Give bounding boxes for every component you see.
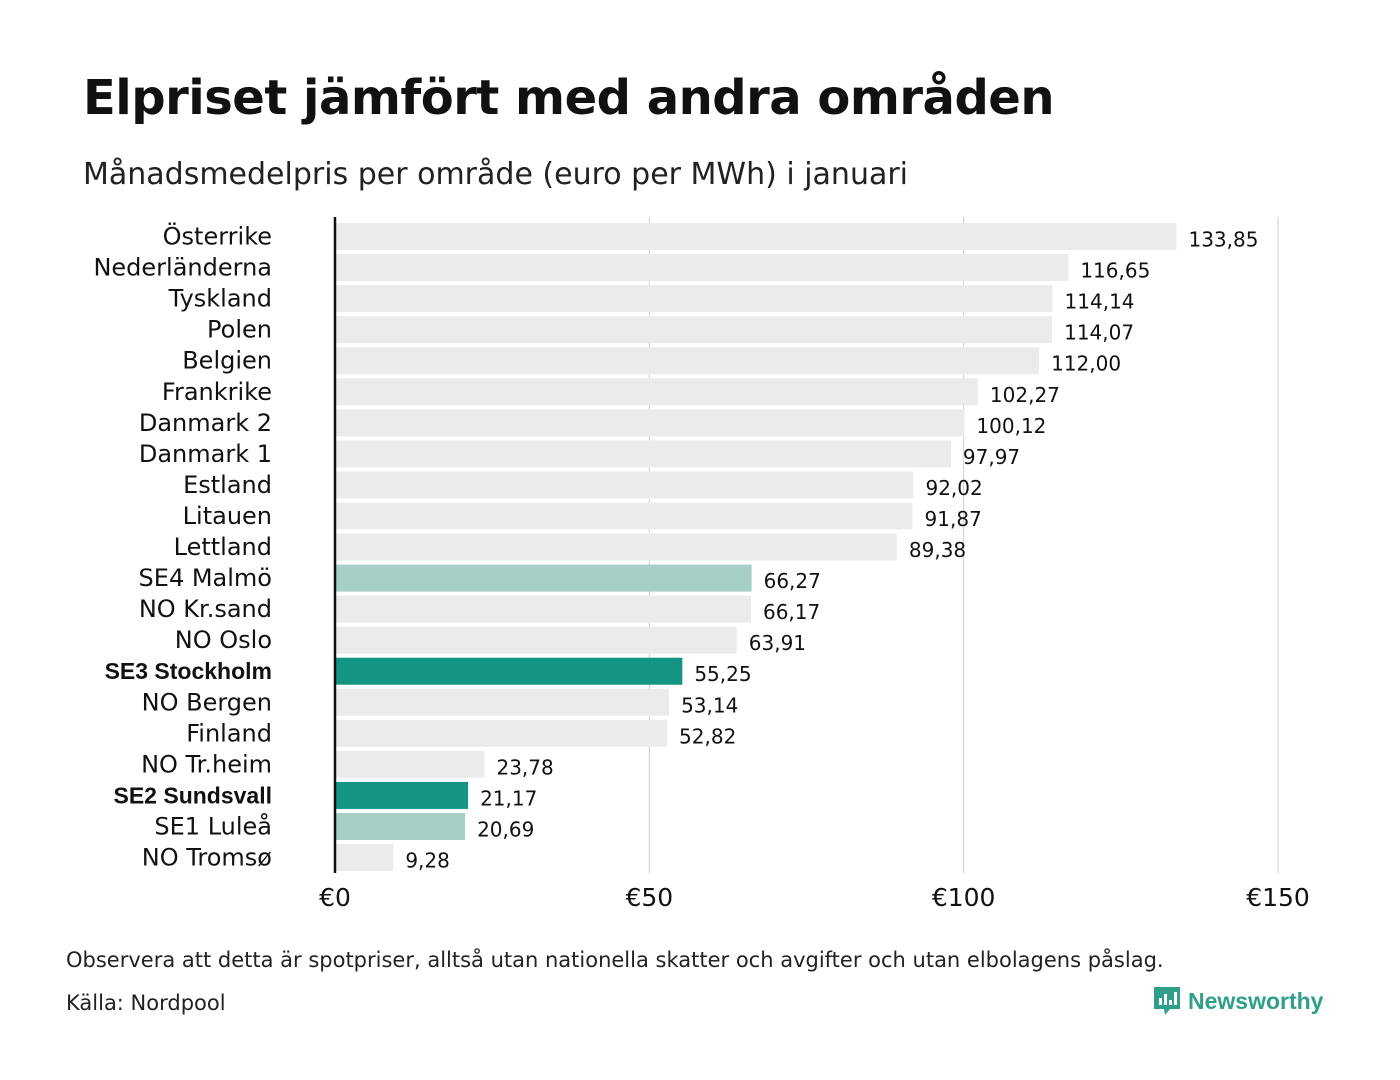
value-label: 92,02 (925, 476, 982, 500)
category-label: SE1 Luleå (154, 811, 272, 840)
x-tick-label: €50 (625, 883, 673, 912)
x-tick-label: €100 (932, 883, 996, 912)
value-label: 133,85 (1188, 228, 1258, 252)
value-labels: 133,85 116,65 114,14 114,07 112,00 102,27 100,… (405, 228, 1258, 873)
value-label: 89,38 (909, 538, 966, 562)
bar (335, 750, 485, 778)
bar (335, 502, 913, 530)
value-label: 63,91 (749, 631, 806, 655)
category-label: Lettland (174, 533, 272, 561)
value-label: 52,82 (679, 724, 736, 748)
newsworthy-logo-icon (1154, 987, 1180, 1015)
value-label: 21,17 (480, 786, 537, 810)
category-label: NO Kr.sand (139, 595, 272, 623)
category-label: NO Bergen (142, 688, 272, 716)
category-label: NO Tromsø (142, 844, 272, 872)
x-tick-labels: €0 €50 €100 €150 (319, 883, 1310, 912)
bar (335, 347, 1040, 375)
bars (335, 223, 1177, 872)
category-label: Estland (183, 471, 272, 499)
value-label: 20,69 (477, 817, 534, 841)
category-label: Danmark 1 (139, 440, 272, 468)
category-label: SE2 Sundsvall (113, 782, 272, 808)
bar (335, 316, 1053, 344)
bar (335, 378, 978, 406)
bar (335, 533, 897, 561)
chart-title: Elpriset jämfört med andra områden (83, 70, 1055, 126)
footnote: Observera att detta är spotpriser, allts… (66, 948, 1164, 972)
category-label: Tyskland (168, 285, 272, 313)
bar (335, 285, 1053, 313)
bar (335, 409, 965, 437)
bar (335, 254, 1069, 282)
bar (335, 626, 737, 654)
bar (335, 223, 1177, 251)
source-note: Källa: Nordpool (66, 991, 226, 1015)
bar (335, 812, 466, 840)
value-label: 55,25 (694, 662, 751, 686)
chart-subtitle: Månadsmedelpris per område (euro per MWh… (83, 157, 909, 192)
value-label: 102,27 (990, 383, 1060, 407)
value-label: 116,65 (1080, 259, 1150, 283)
value-label: 112,00 (1051, 352, 1121, 376)
category-label: Frankrike (162, 378, 272, 406)
category-label: Polen (207, 316, 272, 344)
bar (335, 440, 951, 468)
category-label: NO Tr.heim (141, 750, 272, 778)
bar (335, 657, 683, 685)
value-label: 97,97 (963, 445, 1020, 469)
bar (335, 844, 394, 872)
value-label: 66,27 (764, 569, 821, 593)
value-label: 91,87 (925, 507, 982, 531)
value-label: 53,14 (681, 693, 738, 717)
bar (335, 564, 752, 592)
value-label: 114,14 (1065, 290, 1135, 314)
value-label: 66,17 (763, 600, 820, 624)
category-label: NO Oslo (175, 626, 272, 654)
category-label: Österrike (163, 222, 272, 251)
value-label: 100,12 (976, 414, 1046, 438)
category-label: Nederländerna (93, 254, 272, 282)
category-label: SE4 Malmö (139, 564, 272, 592)
bar (335, 781, 469, 809)
bar-chart: Österrike Nederländerna Tyskland Polen Belgi… (93, 217, 1310, 912)
bar (335, 471, 914, 499)
x-tick-label: €0 (319, 883, 351, 912)
bar (335, 719, 668, 747)
brand-name: Newsworthy (1188, 987, 1324, 1014)
category-label: Danmark 2 (139, 409, 272, 437)
value-label: 23,78 (496, 755, 553, 779)
category-labels: Österrike Nederländerna Tyskland Polen Belgi… (93, 222, 272, 872)
category-label: Litauen (183, 502, 272, 530)
x-tick-label: €150 (1246, 883, 1310, 912)
category-label: Finland (186, 719, 272, 747)
brand: Newsworthy (1152, 985, 1323, 1017)
value-label: 9,28 (405, 849, 450, 873)
category-label: SE3 Stockholm (105, 658, 272, 684)
category-label: Belgien (182, 347, 272, 375)
value-label: 114,07 (1064, 321, 1134, 345)
bar (335, 688, 670, 716)
bar (335, 595, 751, 623)
